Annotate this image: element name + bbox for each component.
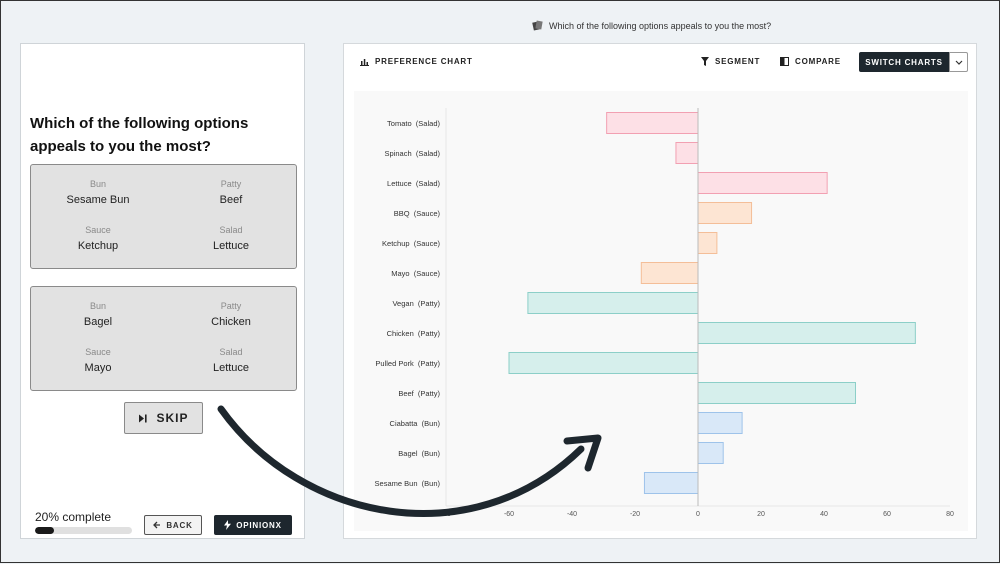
x-tick-label: 80 <box>946 511 954 518</box>
compare-label: COMPARE <box>795 57 841 66</box>
category-label: Sesame Bun (Bun) <box>375 479 441 488</box>
preference-bar-chart: Tomato (Salad) Spinach (Salad) Lettuce (Sa… <box>375 108 954 518</box>
bar <box>697 382 856 404</box>
bar <box>697 412 743 434</box>
back-button[interactable]: BACK <box>144 515 202 535</box>
bar <box>675 142 699 164</box>
option-attribute: Sauce Mayo <box>33 347 163 374</box>
bar-chart-icon <box>360 58 369 66</box>
chevron-down-icon <box>955 60 962 65</box>
category-label: Tomato (Salad) <box>387 119 440 128</box>
option-attribute: Salad Lettuce <box>166 347 296 374</box>
chart-question-text: Which of the following options appeals t… <box>549 20 772 31</box>
arrow-left-icon <box>153 521 161 529</box>
attribute-value: Lettuce <box>212 362 250 374</box>
bar <box>697 442 724 464</box>
chart-question-header: Which of the following options appeals t… <box>532 20 771 31</box>
option-attribute: Patty Chicken <box>166 301 296 328</box>
skip-button[interactable]: SKIP <box>124 402 203 434</box>
cards-icon <box>532 20 543 31</box>
attribute-value: Ketchup <box>77 240 119 252</box>
category-label: Beef (Patty) <box>398 389 440 398</box>
attribute-value: Beef <box>219 194 243 206</box>
switch-charts-label: SWITCH CHARTS <box>865 57 943 67</box>
progress-bar <box>35 527 132 534</box>
bar <box>697 232 718 254</box>
bar <box>527 292 699 314</box>
x-tick-label: 60 <box>883 511 891 518</box>
category-label: Lettuce (Salad) <box>387 179 440 188</box>
progress-text: 20% complete <box>35 510 112 524</box>
filter-icon <box>701 57 709 66</box>
x-tick-label: -60 <box>504 511 514 518</box>
category-label: Vegan (Patty) <box>392 299 440 308</box>
attribute-label: Salad <box>219 347 243 357</box>
option-attribute: Sauce Ketchup <box>33 225 163 252</box>
category-label: Ciabatta (Bun) <box>390 419 441 428</box>
bar <box>508 352 699 374</box>
bar <box>643 472 699 494</box>
skip-label: SKIP <box>156 411 189 425</box>
option-attribute: Bun Sesame Bun <box>33 179 163 206</box>
segment-label: SEGMENT <box>715 57 761 66</box>
attribute-label: Salad <box>219 225 243 235</box>
option-card-1[interactable]: Bun Sesame Bun Patty Beef Sauce Ketchup … <box>30 164 297 269</box>
option-card-2[interactable]: Bun Bagel Patty Chicken Sauce Mayo Salad… <box>30 286 297 391</box>
progress-fill <box>35 527 55 534</box>
attribute-label: Patty <box>220 179 242 189</box>
skip-next-icon <box>139 414 148 422</box>
attribute-label: Sauce <box>85 347 111 357</box>
bar <box>697 322 916 344</box>
compare-icon <box>780 57 789 66</box>
option-attribute: Bun Bagel <box>33 301 163 328</box>
lightning-icon <box>224 520 232 530</box>
attribute-label: Patty <box>220 301 242 311</box>
compare-button[interactable]: COMPARE <box>780 57 841 66</box>
category-label: Mayo (Sauce) <box>391 269 440 278</box>
opinionx-button[interactable]: OPINIONX <box>214 515 292 535</box>
x-tick-label: 0 <box>696 511 700 518</box>
x-tick-label: -20 <box>630 511 640 518</box>
attribute-label: Sauce <box>85 225 111 235</box>
x-tick-label: 40 <box>820 511 828 518</box>
attribute-value: Mayo <box>84 362 112 374</box>
category-label: Pulled Pork (Patty) <box>375 359 440 368</box>
option-attribute: Salad Lettuce <box>166 225 296 252</box>
segment-button[interactable]: SEGMENT <box>701 57 760 66</box>
switch-charts-button[interactable]: SWITCH CHARTS <box>859 52 949 72</box>
category-label: BBQ (Sauce) <box>394 209 441 218</box>
option-attribute: Patty Beef <box>166 179 296 206</box>
bar <box>606 112 699 134</box>
preference-chart-tab[interactable]: PREFERENCE CHART <box>360 57 473 66</box>
attribute-value: Bagel <box>83 316 113 328</box>
category-label: Bagel (Bun) <box>398 449 440 458</box>
category-label: Spinach (Salad) <box>385 149 441 158</box>
x-tick-label: 20 <box>757 511 765 518</box>
category-label: Chicken (Patty) <box>387 329 441 338</box>
attribute-label: Bun <box>89 179 106 189</box>
preference-chart-label: PREFERENCE CHART <box>375 57 473 66</box>
attribute-value: Lettuce <box>212 240 250 252</box>
attribute-value: Sesame Bun <box>66 194 130 206</box>
chart-area: Tomato (Salad) Spinach (Salad) Lettuce (Sa… <box>354 91 968 531</box>
opinionx-label: OPINIONX <box>236 520 282 530</box>
attribute-label: Bun <box>89 301 106 311</box>
survey-card: Which of the following options appeals t… <box>20 43 305 539</box>
switch-charts-dropdown[interactable] <box>949 52 968 72</box>
chart-panel: PREFERENCE CHART SEGMENT COMPARE SWITCH … <box>343 43 977 539</box>
attribute-value: Chicken <box>211 316 251 328</box>
bar <box>640 262 699 284</box>
back-label: BACK <box>166 520 193 530</box>
x-tick-label: -80 <box>441 511 451 518</box>
bar <box>697 172 828 194</box>
survey-question: Which of the following options appeals t… <box>30 115 249 155</box>
bar <box>697 202 753 224</box>
x-tick-label: -40 <box>567 511 577 518</box>
category-label: Ketchup (Sauce) <box>382 239 440 248</box>
